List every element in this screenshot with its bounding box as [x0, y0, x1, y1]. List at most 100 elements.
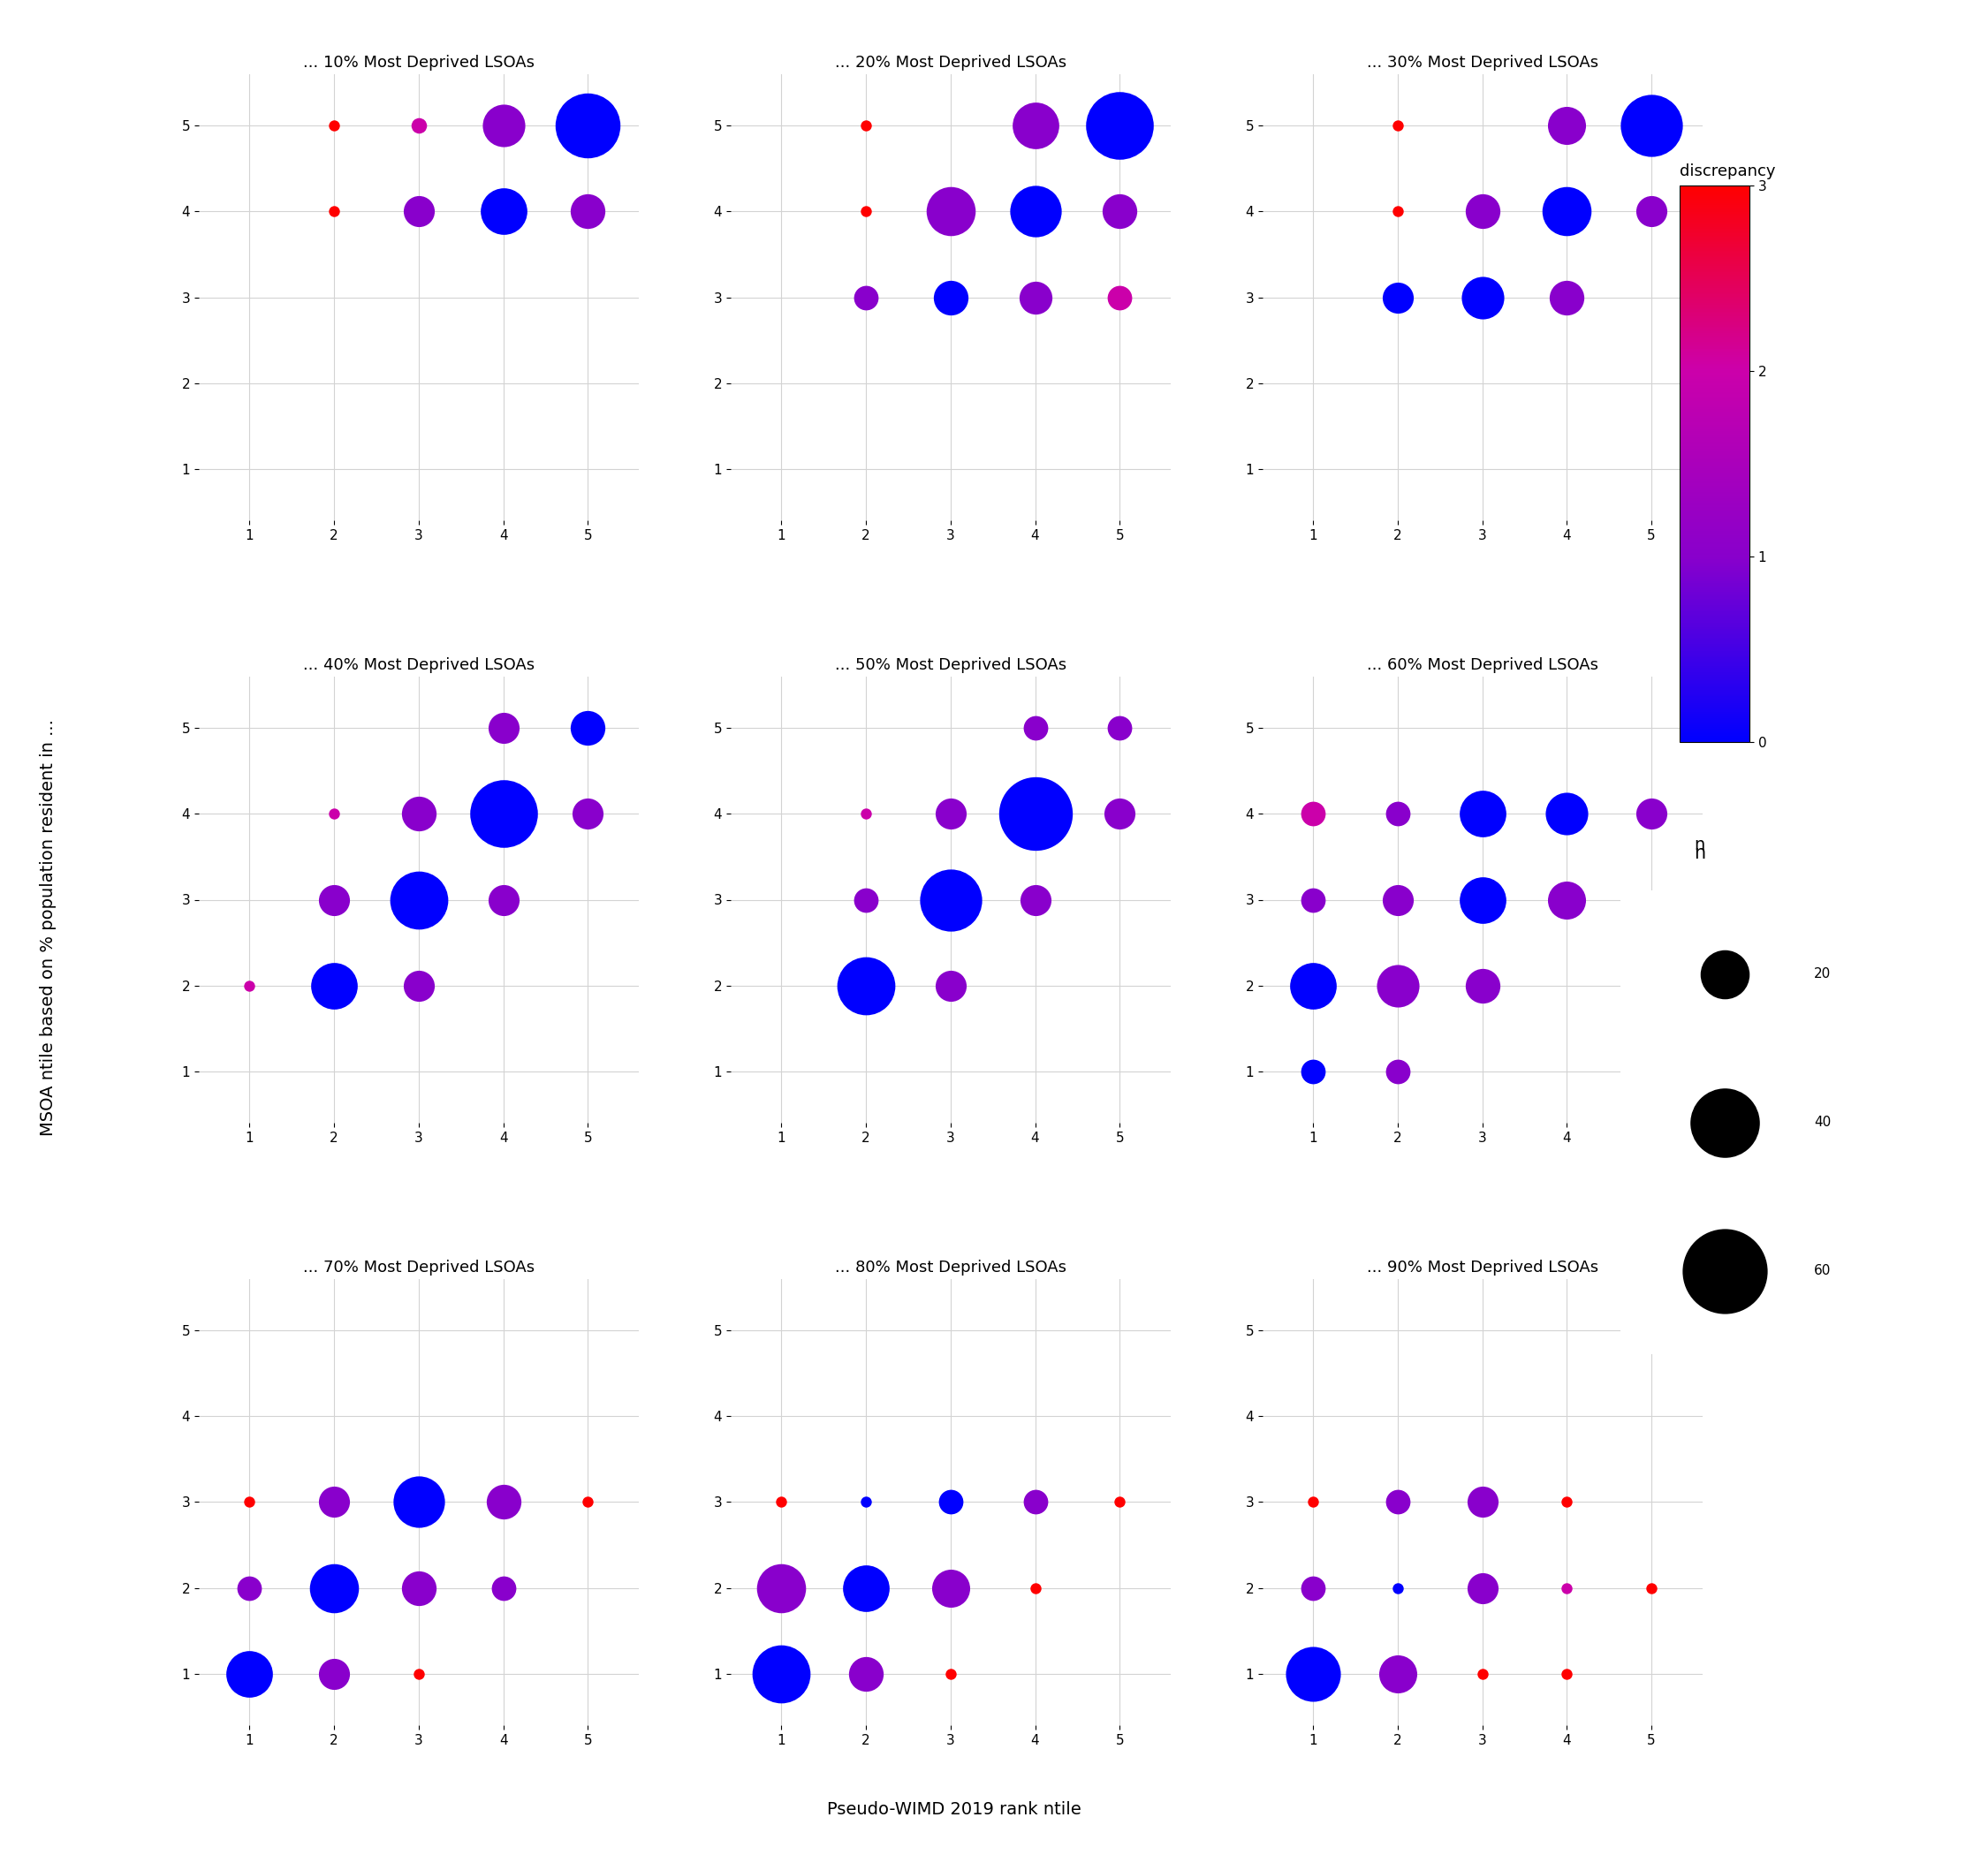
Point [1636, 800, 1668, 829]
Title: ... 10% Most Deprived LSOAs: ... 10% Most Deprived LSOAs [302, 54, 535, 70]
Point [851, 885, 883, 915]
Text: Pseudo-WIMD 2019 rank ntile: Pseudo-WIMD 2019 rank ntile [827, 1801, 1081, 1818]
Point [487, 111, 519, 141]
Point [1551, 885, 1582, 915]
Point [1551, 1488, 1582, 1517]
Point [1103, 1488, 1135, 1517]
Point [765, 1658, 797, 1688]
Title: ... 90% Most Deprived LSOAs: ... 90% Most Deprived LSOAs [1366, 1260, 1598, 1274]
Point [573, 712, 604, 742]
Point [318, 111, 350, 141]
Point [1020, 800, 1052, 829]
Title: ... 50% Most Deprived LSOAs: ... 50% Most Deprived LSOAs [835, 657, 1066, 673]
Text: MSOA ntile based on % population resident in ...: MSOA ntile based on % population residen… [40, 720, 56, 1135]
Point [1467, 800, 1499, 829]
Point [1551, 1658, 1582, 1688]
Point [404, 800, 435, 829]
Point [235, 1658, 266, 1688]
Point [1467, 1573, 1499, 1603]
Point [851, 1658, 883, 1688]
Title: ... 30% Most Deprived LSOAs: ... 30% Most Deprived LSOAs [1366, 54, 1598, 70]
Point [1103, 712, 1135, 742]
Point [1636, 197, 1668, 226]
Point [934, 800, 966, 829]
Title: ... 40% Most Deprived LSOAs: ... 40% Most Deprived LSOAs [302, 657, 535, 673]
Point [573, 1488, 604, 1517]
Point [1298, 1057, 1330, 1087]
Point [487, 712, 519, 742]
Point [1467, 282, 1499, 312]
Point [851, 1488, 883, 1517]
Point [404, 1488, 435, 1517]
Point [934, 970, 966, 1000]
Point [851, 1573, 883, 1603]
Point [934, 282, 966, 312]
Point [1020, 1488, 1052, 1517]
Point [1382, 800, 1413, 829]
Point [235, 1573, 266, 1603]
Text: n: n [1694, 837, 1706, 853]
Point [1551, 800, 1582, 829]
Point [934, 885, 966, 915]
Point [1467, 885, 1499, 915]
Point [765, 1488, 797, 1517]
Text: 20: 20 [1815, 966, 1831, 981]
Title: ... 80% Most Deprived LSOAs: ... 80% Most Deprived LSOAs [835, 1260, 1066, 1274]
Point [934, 1658, 966, 1688]
Point [1298, 1488, 1330, 1517]
Point [404, 197, 435, 226]
Point [1020, 1573, 1052, 1603]
Point [1708, 1107, 1741, 1137]
Point [1020, 282, 1052, 312]
Point [1467, 1658, 1499, 1688]
Title: ... 60% Most Deprived LSOAs: ... 60% Most Deprived LSOAs [1366, 657, 1598, 673]
Point [1382, 111, 1413, 141]
Point [404, 885, 435, 915]
Point [404, 1658, 435, 1688]
Point [318, 800, 350, 829]
Point [235, 970, 266, 1000]
Title: ... 70% Most Deprived LSOAs: ... 70% Most Deprived LSOAs [302, 1260, 535, 1274]
Point [1103, 282, 1135, 312]
Point [1636, 1573, 1668, 1603]
Point [1020, 197, 1052, 226]
Point [1551, 282, 1582, 312]
Point [318, 885, 350, 915]
Point [851, 800, 883, 829]
Point [1382, 885, 1413, 915]
Point [1298, 1573, 1330, 1603]
Point [1708, 1256, 1741, 1286]
Text: 60: 60 [1815, 1263, 1831, 1278]
Point [1382, 1573, 1413, 1603]
Point [1382, 282, 1413, 312]
Point [235, 1488, 266, 1517]
Point [934, 1488, 966, 1517]
Point [1467, 197, 1499, 226]
Point [1551, 1573, 1582, 1603]
Point [573, 197, 604, 226]
Point [487, 197, 519, 226]
Point [1298, 1658, 1330, 1688]
Point [1382, 1658, 1413, 1688]
Point [1020, 111, 1052, 141]
Point [1467, 1488, 1499, 1517]
Point [318, 1573, 350, 1603]
Point [1103, 800, 1135, 829]
Point [1382, 970, 1413, 1000]
Point [487, 1573, 519, 1603]
Point [765, 1573, 797, 1603]
Point [1382, 197, 1413, 226]
Point [1103, 197, 1135, 226]
Point [1467, 970, 1499, 1000]
Text: n: n [1694, 844, 1706, 863]
Point [1298, 970, 1330, 1000]
Point [851, 970, 883, 1000]
Point [1382, 1488, 1413, 1517]
Point [1298, 885, 1330, 915]
Point [1708, 959, 1741, 989]
Point [404, 1573, 435, 1603]
Point [487, 1488, 519, 1517]
Text: 40: 40 [1815, 1115, 1831, 1130]
Point [1298, 800, 1330, 829]
Point [1103, 111, 1135, 141]
